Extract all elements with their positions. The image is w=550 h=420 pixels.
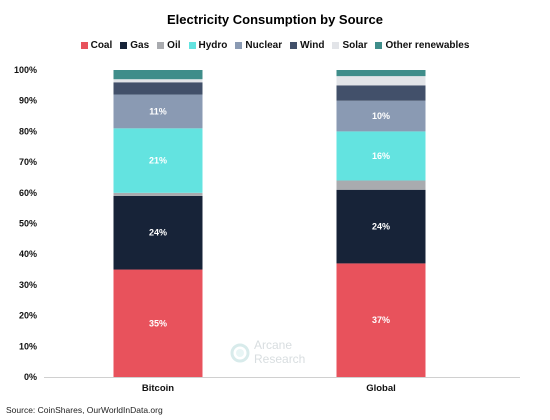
y-tick-label: 80%	[19, 126, 37, 136]
data-label: 10%	[372, 111, 390, 121]
data-label: 16%	[372, 151, 390, 161]
legend-label: Gas	[130, 40, 150, 51]
legend-label: Coal	[90, 40, 113, 51]
y-tick-label: 40%	[19, 249, 37, 259]
source-note: Source: CoinShares, OurWorldInData.org	[6, 405, 163, 415]
y-tick-label: 30%	[19, 280, 37, 290]
data-label: 11%	[149, 106, 167, 116]
y-tick-label: 20%	[19, 311, 37, 321]
bar-segment-gas	[113, 195, 203, 270]
data-label: 24%	[372, 222, 390, 232]
legend-label: Other renewables	[385, 40, 470, 51]
y-axis: 0% 10% 20% 30% 40% 50% 60% 70% 80% 90% 100%	[14, 65, 520, 382]
y-tick-label: 50%	[19, 219, 37, 229]
bar-segment-solar	[113, 79, 203, 83]
legend-label: Hydro	[198, 40, 228, 51]
legend-swatch	[235, 42, 243, 49]
y-tick-label: 70%	[19, 157, 37, 167]
bar-segment-hydro	[336, 131, 426, 181]
bar-segment-nuclear	[113, 94, 203, 129]
y-tick-label: 10%	[19, 341, 37, 351]
legend-swatch	[375, 42, 383, 49]
legend-swatch	[332, 42, 340, 49]
bar-segment-hydro	[113, 128, 203, 193]
legend-swatch	[80, 42, 88, 49]
chart-title: Electricity Consumption by Source	[167, 12, 383, 27]
watermark-line2: Research	[254, 352, 305, 366]
legend-label: Nuclear	[245, 40, 283, 51]
bar-segment-gas	[336, 189, 426, 264]
data-label: 37%	[372, 315, 390, 325]
bar-segment-wind	[113, 82, 203, 95]
bars: 35% 24% 21% 11% 37% 24% 16% 10%	[113, 70, 426, 377]
watermark-line1: Arcane	[254, 338, 292, 352]
legend-label: Oil	[167, 40, 181, 51]
legend-item: Solar	[332, 40, 367, 51]
y-tick-label: 100%	[14, 65, 37, 75]
bar-segment-other-renewables	[336, 70, 426, 77]
legend-item: Other renewables	[375, 40, 469, 51]
legend-item: Coal	[80, 40, 113, 51]
legend-swatch	[290, 42, 298, 49]
legend-item: Nuclear	[235, 40, 282, 51]
y-tick-label: 0%	[24, 372, 37, 382]
legend-swatch	[157, 42, 165, 49]
legend-label: Wind	[300, 40, 325, 51]
legend-item: Wind	[290, 40, 324, 51]
legend-item: Hydro	[188, 40, 228, 51]
legend-swatch	[188, 42, 196, 49]
bar-segment-oil	[336, 180, 426, 190]
bar-segment-coal	[113, 269, 203, 377]
legend-swatch	[120, 42, 128, 49]
y-tick-label: 90%	[19, 96, 37, 106]
category-label: Global	[366, 383, 396, 394]
data-label: 21%	[149, 156, 167, 166]
bar-segment-oil	[113, 192, 203, 196]
y-tick-label: 60%	[19, 188, 37, 198]
legend: Coal Gas Oil Hydro Nuclear Wind Solar Other ren…	[0, 40, 550, 51]
bar-segment-wind	[336, 85, 426, 101]
x-axis: Bitcoin Global	[142, 383, 396, 394]
bar-segment-nuclear	[336, 100, 426, 132]
legend-label: Solar	[342, 40, 368, 51]
category-label: Bitcoin	[142, 383, 174, 394]
legend-item: Gas	[120, 40, 149, 51]
bar-segment-other-renewables	[113, 70, 203, 80]
watermark: Arcane Research	[230, 338, 305, 366]
bar-segment-solar	[336, 76, 426, 86]
legend-item: Oil	[157, 40, 181, 51]
data-label: 35%	[149, 318, 167, 328]
data-label: 24%	[149, 228, 167, 238]
watermark-logo-icon	[230, 343, 250, 363]
bar-segment-coal	[336, 263, 426, 377]
